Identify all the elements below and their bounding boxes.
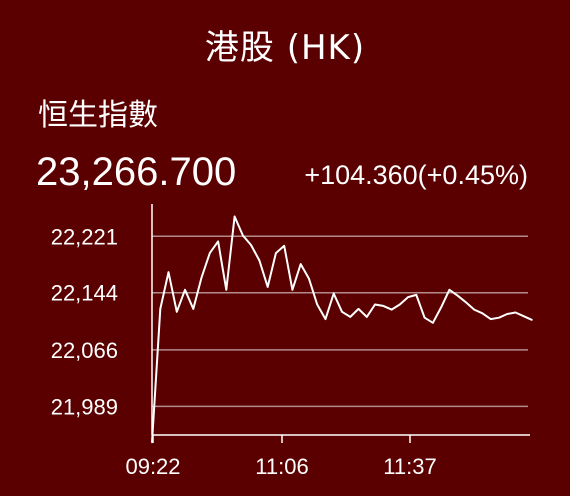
data-point [184, 289, 186, 291]
data-point [200, 276, 203, 279]
data-point [308, 278, 310, 280]
data-point [456, 294, 459, 297]
data-point [151, 441, 153, 444]
data-point [332, 292, 335, 295]
data-point [465, 301, 467, 304]
data-point [522, 315, 525, 318]
data-point [514, 311, 517, 314]
data-point [473, 308, 475, 311]
data-point [407, 296, 409, 298]
data-point [175, 311, 178, 313]
data-point [423, 316, 426, 319]
y-tick-label: 21,989 [51, 394, 118, 419]
data-point [481, 312, 484, 315]
x-tick-label: 11:06 [255, 454, 308, 479]
data-point [440, 306, 442, 309]
series-layer [151, 215, 533, 444]
data-point [531, 319, 533, 321]
data-point [448, 289, 451, 291]
data-point [167, 271, 170, 274]
index-change: +104.360(+0.45%) [304, 160, 528, 190]
data-point [299, 263, 302, 265]
data-point [374, 303, 376, 306]
axes [151, 204, 530, 436]
data-point [390, 308, 393, 311]
y-tick-label: 22,066 [51, 338, 118, 363]
data-point [399, 303, 401, 306]
x-tick-label: 09:22 [125, 454, 180, 479]
data-point [316, 303, 319, 306]
data-point [233, 215, 236, 218]
data-point [357, 308, 360, 310]
data-point [382, 305, 385, 307]
data-point [275, 252, 277, 254]
data-point [489, 318, 492, 320]
data-point [283, 245, 285, 247]
series-line-0 [151, 215, 533, 443]
data-point [432, 322, 434, 324]
data-point [209, 252, 211, 254]
y-tick-labels: 22,221 22,144 22,066 21,989 [51, 224, 118, 419]
data-point [266, 286, 269, 288]
data-point [349, 316, 352, 318]
data-point [291, 289, 294, 291]
y-tick-label: 22,144 [51, 281, 118, 306]
data-point [506, 313, 509, 315]
data-point [217, 240, 219, 243]
data-point [258, 259, 261, 262]
data-point [365, 316, 368, 318]
data-point [192, 308, 195, 310]
y-tick-label: 22,221 [51, 224, 118, 249]
gridlines [152, 235, 528, 408]
x-tick-labels: 09:22 11:06 11:37 [125, 435, 437, 479]
index-name: 恒生指數 [38, 98, 158, 133]
data-point [159, 308, 162, 310]
data-point [250, 244, 252, 246]
data-point [324, 318, 327, 320]
index-price: 23,266.700 [36, 150, 237, 194]
data-point [415, 294, 418, 296]
market-title: 港股 (HK) [204, 28, 366, 68]
x-tick-label: 11:37 [383, 454, 436, 479]
data-point [242, 234, 244, 237]
data-point [498, 316, 500, 319]
data-point [341, 311, 343, 313]
data-point [225, 289, 228, 291]
